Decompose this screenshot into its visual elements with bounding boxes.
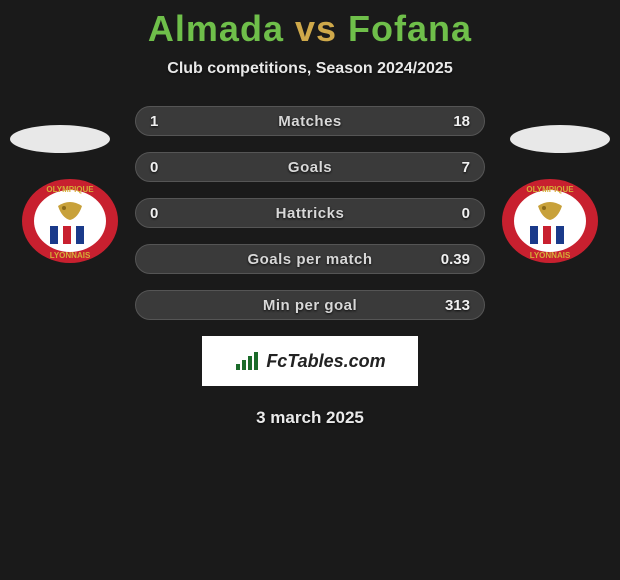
stat-right-value: 0 <box>440 205 470 222</box>
svg-text:LYONNAIS: LYONNAIS <box>50 251 91 260</box>
placeholder-ellipse-left <box>10 125 110 153</box>
lyon-badge-icon: OLYMPIQUE LYONNAIS <box>500 178 600 264</box>
branding-text: FcTables.com <box>266 351 385 372</box>
stat-right-value: 18 <box>440 113 470 130</box>
title-player1: Almada <box>148 8 284 49</box>
stat-right-value: 313 <box>440 297 470 314</box>
placeholder-ellipse-right <box>510 125 610 153</box>
date-text: 3 march 2025 <box>0 408 620 428</box>
stat-label: Goals <box>288 159 332 176</box>
lyon-badge-icon: OLYMPIQUE LYONNAIS <box>20 178 120 264</box>
title-vs: vs <box>295 8 337 49</box>
subtitle: Club competitions, Season 2024/2025 <box>0 60 620 78</box>
stat-row: 0 Hattricks 0 <box>135 198 485 228</box>
stat-left-value: 1 <box>150 113 180 130</box>
stat-label: Matches <box>278 113 342 130</box>
stat-row: 0 Goals 7 <box>135 152 485 182</box>
stat-right-value: 0.39 <box>440 251 470 268</box>
club-badge-right: OLYMPIQUE LYONNAIS <box>500 178 600 264</box>
stat-label: Goals per match <box>247 251 372 268</box>
stats-table: 1 Matches 18 0 Goals 7 0 Hattricks 0 Goa… <box>135 106 485 320</box>
stat-left-value: 0 <box>150 205 180 222</box>
stat-row: Goals per match 0.39 <box>135 244 485 274</box>
stat-label: Min per goal <box>263 297 357 314</box>
title-player2: Fofana <box>348 8 472 49</box>
stat-row: 1 Matches 18 <box>135 106 485 136</box>
svg-text:OLYMPIQUE: OLYMPIQUE <box>526 185 574 194</box>
stat-left-value: 0 <box>150 159 180 176</box>
bar-chart-icon <box>234 350 260 372</box>
club-badge-left: OLYMPIQUE LYONNAIS <box>20 178 120 264</box>
stat-right-value: 7 <box>440 159 470 176</box>
branding-box: FcTables.com <box>202 336 418 386</box>
page-title: Almada vs Fofana <box>0 0 620 50</box>
stat-row: Min per goal 313 <box>135 290 485 320</box>
svg-text:LYONNAIS: LYONNAIS <box>530 251 571 260</box>
stat-label: Hattricks <box>276 205 345 222</box>
svg-text:OLYMPIQUE: OLYMPIQUE <box>46 185 94 194</box>
